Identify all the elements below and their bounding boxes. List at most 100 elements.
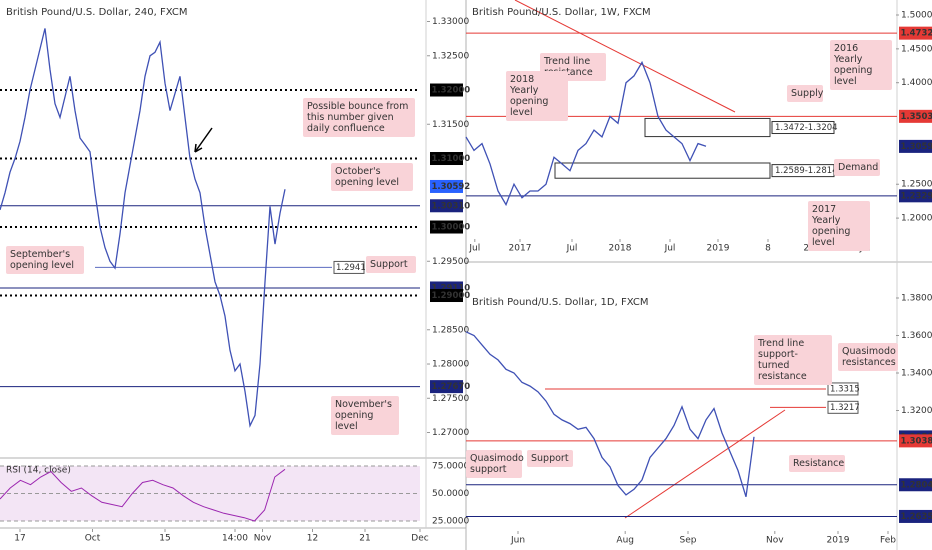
price-label: 1.47320	[901, 29, 932, 39]
x-tick-label: Jul	[664, 244, 676, 254]
trend-line	[624, 409, 786, 519]
y-tick-label: 1.40000	[901, 78, 932, 88]
price-label: 1.29110	[432, 283, 471, 293]
price-label-box	[430, 289, 463, 303]
zone-label: 1.3472-1.3204	[775, 123, 838, 133]
y-tick-label: 1.20000	[901, 214, 932, 224]
x-tick-label: Sep	[680, 536, 697, 546]
price-label: 1.30592	[901, 142, 932, 152]
price-line	[0, 28, 286, 428]
x-tick-label: 8	[765, 244, 771, 254]
arrow-head	[194, 143, 203, 153]
x-tick-label: Aug	[616, 536, 634, 546]
price-label-box	[899, 26, 932, 40]
zone	[644, 117, 771, 138]
level-label: 1.2941	[336, 263, 366, 273]
price-label-box	[899, 478, 932, 492]
x-tick-label: Jun	[510, 536, 525, 546]
y-tick-label: 1.29500	[432, 257, 469, 267]
y-tick-label: 1.28000	[432, 360, 469, 370]
level-label-box	[827, 400, 859, 414]
x-tick-label: 2019	[707, 244, 730, 254]
x-tick-label: Nov	[254, 534, 272, 544]
x-tick-label: 12	[307, 534, 318, 544]
price-label-box	[899, 509, 932, 523]
price-label: 1.23290	[901, 191, 932, 201]
annotation: October's opening level	[331, 163, 413, 191]
price-label-box	[430, 179, 463, 193]
price-label-box	[899, 109, 932, 123]
price-label-box	[899, 189, 932, 203]
x-tick-label: 2018	[609, 244, 632, 254]
x-tick-label: Jul	[566, 244, 578, 254]
zone-label-box	[771, 121, 835, 135]
annotation: Trend line support-turned resistance	[754, 335, 832, 385]
x-tick-label: 2019	[827, 536, 850, 546]
rsi-line	[0, 468, 286, 522]
price-label-box	[899, 139, 932, 153]
price-line	[465, 60, 707, 207]
x-tick-label: Nov	[766, 536, 784, 546]
y-tick-label: 1.32000	[901, 406, 932, 416]
level-label: 1.3315	[830, 384, 860, 394]
price-label-box	[430, 83, 463, 97]
x-tick-label: 14:00	[222, 534, 248, 544]
annotation: Support	[366, 256, 416, 273]
price-label-box	[899, 434, 932, 448]
rsi-tick-label: 25.0000	[432, 516, 469, 526]
price-label: 1.29000	[432, 291, 471, 301]
price-line	[465, 331, 755, 497]
price-label: 1.30310	[432, 201, 471, 211]
x-tick-label: 17	[14, 534, 25, 544]
x-tick-label: Oct	[85, 534, 101, 544]
y-tick-label: 1.36000	[901, 331, 932, 341]
price-label: 1.27670	[432, 382, 471, 392]
rsi-title: RSI (14, close)	[6, 466, 71, 476]
price-label-box	[430, 380, 463, 394]
price-label-box	[430, 220, 463, 234]
y-tick-label: 1.28500	[432, 325, 469, 335]
level-label-box	[827, 382, 859, 396]
chart-title: British Pound/U.S. Dollar, 1W, FXCM	[472, 7, 651, 18]
price-label: 1.31000	[432, 154, 471, 164]
level-label-box	[333, 260, 365, 274]
x-tick-label: 15	[159, 534, 170, 544]
arrow	[194, 127, 213, 153]
annotation: Supply	[787, 85, 823, 102]
price-label: 1.28040	[901, 480, 932, 490]
price-label: 1.30380	[901, 436, 932, 446]
annotation: Possible bounce from this number given d…	[303, 98, 415, 137]
price-label: 1.30000	[432, 223, 471, 233]
x-tick-label: 2017	[509, 244, 532, 254]
level-label: 1.3217	[830, 403, 860, 413]
y-tick-label: 1.34000	[901, 369, 932, 379]
y-tick-label: 1.25000	[901, 180, 932, 190]
price-label-box	[430, 199, 463, 213]
annotation: Quasimodo resistances	[838, 343, 898, 371]
annotation: 2017 Yearly opening level	[808, 201, 870, 251]
price-label: 1.32000	[432, 86, 471, 96]
x-tick-label: Feb	[880, 536, 896, 546]
y-tick-label: 1.50000	[901, 11, 932, 21]
x-tick-label: 21	[359, 534, 370, 544]
x-tick-label: Jul	[468, 244, 480, 254]
price-label: 1.35030	[901, 112, 932, 122]
y-tick-label: 1.45000	[901, 44, 932, 54]
rsi-tick-label: 50.0000	[432, 489, 469, 499]
x-tick-label: Dec	[411, 534, 428, 544]
price-label-box	[430, 152, 463, 166]
y-tick-label: 1.27500	[432, 394, 469, 404]
annotation: 2018 Yearly opening level	[506, 71, 568, 121]
chart-title: British Pound/U.S. Dollar, 1D, FXCM	[472, 297, 648, 308]
zone-label: 1.2589-1.2814	[775, 166, 838, 176]
y-tick-label: 1.32500	[432, 51, 469, 61]
chart-title: British Pound/U.S. Dollar, 240, FXCM	[6, 7, 187, 18]
annotation: September's opening level	[6, 246, 84, 274]
annotation: November's opening level	[331, 396, 399, 435]
y-tick-label: 1.33000	[432, 17, 469, 27]
annotation: 2016 Yearly opening level	[830, 40, 892, 90]
trend-line	[514, 0, 736, 113]
annotation: Resistance	[789, 455, 845, 472]
rsi-tick-label: 75.0000	[432, 462, 469, 472]
